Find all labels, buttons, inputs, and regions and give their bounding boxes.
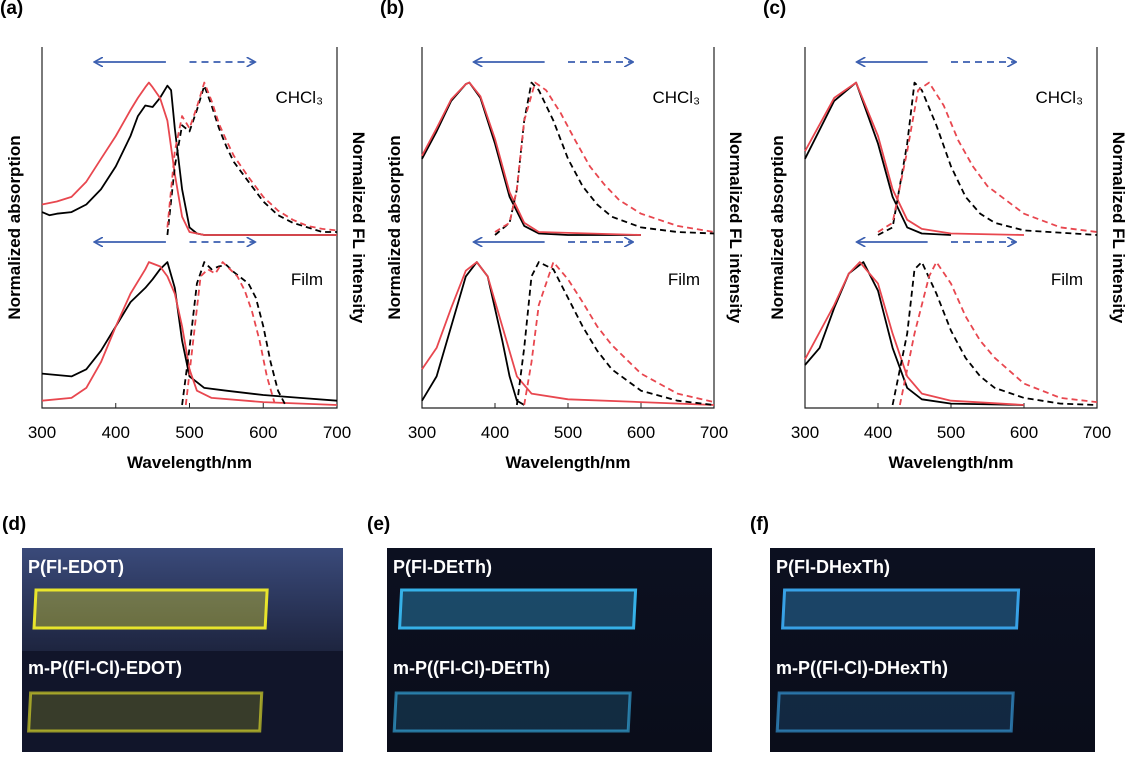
glowing-slide bbox=[398, 588, 638, 630]
sample-name: P(Fl-EDOT) bbox=[28, 557, 124, 577]
absorption-line bbox=[421, 81, 642, 236]
y2-axis-title: Normalized FL intensity bbox=[1109, 132, 1128, 324]
x-axis-title: Wavelength/nm bbox=[506, 453, 631, 472]
photo-label: (e) bbox=[367, 514, 390, 535]
fl-line bbox=[899, 261, 1098, 406]
x-tick-label: 600 bbox=[1010, 423, 1038, 442]
absorption-line bbox=[421, 261, 525, 406]
absorption-line bbox=[804, 261, 1025, 406]
photo-label: (f) bbox=[750, 514, 769, 535]
absorption-line bbox=[804, 81, 952, 236]
fl-line bbox=[877, 81, 1098, 236]
fl-line bbox=[891, 261, 1098, 406]
fl-line bbox=[523, 261, 715, 406]
subplot-annotation: CHCl₃ bbox=[275, 88, 323, 107]
sample-name: m-P((Fl-Cl)-DEtTh) bbox=[393, 658, 550, 678]
x-tick-label: 500 bbox=[937, 423, 965, 442]
photo bbox=[770, 548, 1095, 752]
x-tick-label: 500 bbox=[175, 423, 203, 442]
x-tick-label: 700 bbox=[700, 423, 728, 442]
absorption-line bbox=[41, 261, 338, 406]
photo-label: (d) bbox=[2, 514, 26, 535]
panel-label: (c) bbox=[763, 0, 786, 19]
subplot-annotation: Film bbox=[291, 270, 323, 289]
x-tick-label: 300 bbox=[791, 423, 819, 442]
sample-name: P(Fl-DEtTh) bbox=[393, 557, 492, 577]
absorption-line bbox=[421, 261, 715, 406]
glowing-slide bbox=[775, 691, 1015, 733]
absorption-line bbox=[421, 81, 641, 236]
glowing-slide bbox=[32, 588, 269, 630]
sample-name: P(Fl-DHexTh) bbox=[776, 557, 890, 577]
subplot-annotation: Film bbox=[668, 270, 700, 289]
absorption-line bbox=[804, 81, 1025, 236]
panel-label: (b) bbox=[380, 0, 404, 19]
y2-axis-title: Normalized FL intensity bbox=[349, 132, 368, 324]
x-tick-label: 600 bbox=[627, 423, 655, 442]
glowing-slide bbox=[392, 691, 632, 733]
fl-line bbox=[184, 261, 276, 406]
y2-axis-title: Normalized FL intensity bbox=[726, 132, 745, 324]
glowing-slide bbox=[781, 588, 1021, 630]
panel-label: (a) bbox=[0, 0, 23, 19]
x-tick-label: 700 bbox=[1083, 423, 1111, 442]
sample-name: m-P((Fl-Cl)-EDOT) bbox=[28, 658, 182, 678]
photo-lower bbox=[22, 651, 343, 752]
absorption-line bbox=[41, 81, 337, 236]
fl-line bbox=[877, 81, 1098, 233]
y-axis-title: Normalized absorption bbox=[768, 135, 787, 319]
y-axis-title: Normalized absorption bbox=[5, 135, 24, 319]
absorption-line bbox=[804, 261, 1025, 406]
x-tick-label: 300 bbox=[28, 423, 56, 442]
fl-line bbox=[516, 261, 715, 406]
x-tick-label: 700 bbox=[323, 423, 351, 442]
glowing-slide bbox=[27, 691, 264, 733]
subplot-annotation: Film bbox=[1051, 270, 1083, 289]
y-axis-title: Normalized absorption bbox=[385, 135, 404, 319]
x-tick-label: 400 bbox=[102, 423, 130, 442]
photo bbox=[387, 548, 712, 752]
x-tick-label: 400 bbox=[864, 423, 892, 442]
absorption-line bbox=[41, 84, 337, 236]
subplot-annotation: CHCl₃ bbox=[652, 88, 700, 107]
subplot-annotation: CHCl₃ bbox=[1035, 88, 1083, 107]
fl-line bbox=[166, 81, 338, 232]
absorption-line bbox=[41, 261, 338, 402]
fl-line bbox=[166, 84, 337, 236]
fl-line bbox=[494, 81, 715, 233]
x-axis-title: Wavelength/nm bbox=[127, 453, 252, 472]
x-tick-label: 500 bbox=[554, 423, 582, 442]
x-axis-title: Wavelength/nm bbox=[889, 453, 1014, 472]
x-tick-label: 300 bbox=[408, 423, 436, 442]
sample-name: m-P((Fl-Cl)-DHexTh) bbox=[776, 658, 948, 678]
x-tick-label: 400 bbox=[481, 423, 509, 442]
x-tick-label: 600 bbox=[249, 423, 277, 442]
